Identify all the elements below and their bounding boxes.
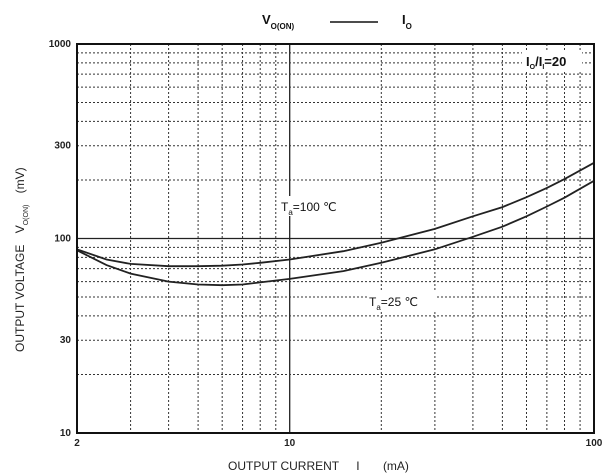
x-tick-label: 10	[284, 438, 296, 449]
ta100-t: T	[281, 200, 289, 214]
y-tick-label: 300	[54, 141, 71, 152]
x-tick-label: 2	[74, 438, 80, 449]
series-ta25-line	[76, 180, 595, 287]
title-vo-main: V	[262, 12, 271, 27]
plot-frame	[76, 43, 595, 434]
ta100-sub: a	[288, 208, 293, 217]
ta100-value: =100 ℃	[293, 200, 337, 214]
chart-title: VO(ON) IO	[262, 12, 412, 31]
ratio-value: =20	[544, 54, 566, 69]
x-axis-label-unit: (mA)	[383, 459, 409, 473]
svg-text:IO: IO	[402, 12, 412, 31]
ratio-ii-main: /I	[535, 54, 542, 69]
ratio-io-main: I	[526, 54, 530, 69]
ta25-sub: a	[376, 303, 381, 312]
ta25-annotation: Ta=25 ℃	[369, 295, 418, 312]
x-axis-label: OUTPUT CURRENT I (mA)	[228, 459, 409, 473]
series-ta100-line	[76, 162, 595, 268]
ta25-label-background	[367, 292, 437, 312]
y-axis-label-unit: (mV)	[13, 167, 27, 193]
ta100-label-background	[279, 196, 359, 216]
ratio-annotation: IO/II=20	[526, 54, 566, 71]
y-tick-label: 10	[60, 428, 72, 439]
ta25-t: T	[369, 295, 377, 309]
x-axis-label-symbol: I	[356, 459, 359, 473]
y-axis-label-main: OUTPUT VOLTAGE	[13, 245, 27, 352]
y-tick-label: 1000	[49, 39, 72, 50]
curves	[76, 162, 595, 287]
ratio-io-sub: O	[530, 64, 536, 71]
title-io-sub: O	[406, 22, 412, 31]
y-tick-label: 30	[60, 335, 72, 346]
ratio-ii-sub: I	[542, 64, 544, 71]
title-vo-sub: O(ON)	[271, 22, 295, 31]
x-axis-label-main: OUTPUT CURRENT	[228, 459, 340, 473]
y-tick-label: 100	[54, 234, 71, 245]
x-tick-labels: 2 10 100	[74, 438, 603, 449]
x-tick-label: 100	[586, 438, 603, 449]
title-io-main: I	[402, 12, 406, 27]
ratio-label-background	[522, 51, 582, 71]
y-axis-label: OUTPUT VOLTAGE VO(ON) (mV)	[13, 167, 31, 352]
ta100-annotation: Ta=100 ℃	[281, 200, 337, 217]
y-tick-labels: 10 30 100 300 1000	[49, 39, 72, 439]
ta25-value: =25 ℃	[381, 295, 418, 309]
svg-text:VO(ON): VO(ON)	[262, 12, 295, 31]
y-axis-label-symbol: V	[13, 225, 27, 233]
grid	[77, 44, 594, 433]
y-axis-label-sub: O(ON)	[23, 205, 30, 226]
